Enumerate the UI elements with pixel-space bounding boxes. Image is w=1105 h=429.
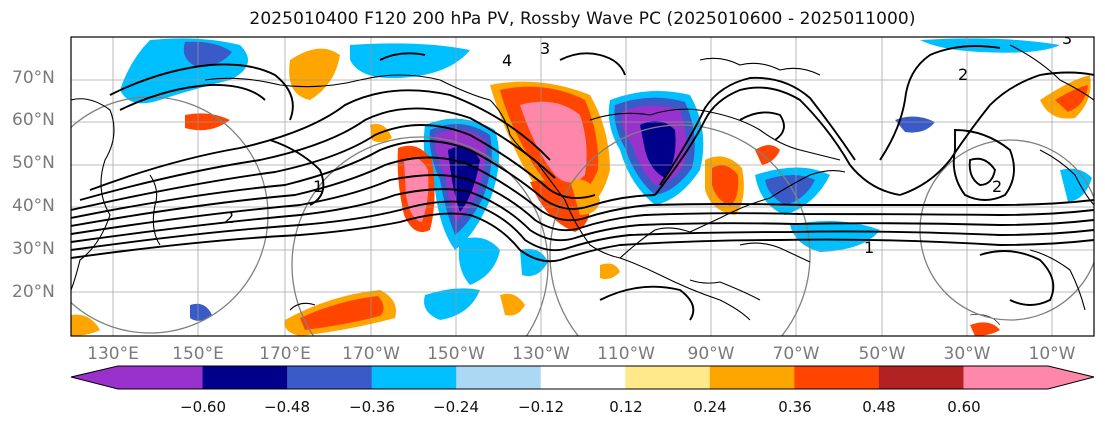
- longitude-label: 150°W: [427, 344, 485, 364]
- longitude-label: 170°W: [342, 344, 400, 364]
- colorbar-tick-label: −0.24: [433, 398, 479, 416]
- colorbar-tick-label: 0.48: [862, 398, 896, 416]
- colorbar-tick-label: −0.36: [349, 398, 395, 416]
- colorbar-tick-label: 0.60: [947, 398, 981, 416]
- longitude-label: 50°W: [858, 344, 906, 364]
- latitude-label: 60°N: [12, 110, 55, 130]
- contour-label: 2: [224, 208, 234, 227]
- longitude-label: 90°W: [687, 344, 735, 364]
- latitude-label: 20°N: [12, 282, 55, 302]
- longitude-label: 170°E: [259, 344, 311, 364]
- colorbar-tick-label: −0.60: [180, 398, 226, 416]
- map-title: 2025010400 F120 200 hPa PV, Rossby Wave …: [249, 9, 916, 29]
- colorbar-tick-label: −0.48: [264, 398, 310, 416]
- latitude-label: 70°N: [12, 68, 55, 88]
- contour-label: 3: [540, 39, 550, 58]
- map-frame: [70, 36, 1095, 337]
- contour-label: 4: [502, 51, 512, 70]
- reference-circles: [71, 96, 1094, 336]
- graticule: [71, 37, 1094, 336]
- contour-label: 1: [864, 238, 874, 257]
- contour-label: 3: [1062, 29, 1072, 48]
- latitude-label: 30°N: [12, 239, 55, 259]
- contour-label: 2: [992, 177, 1002, 196]
- latitude-label: 50°N: [12, 153, 55, 173]
- longitude-label: 150°E: [172, 344, 224, 364]
- contour-label: 2: [958, 65, 968, 84]
- colorbar-tick-label: −0.12: [518, 398, 564, 416]
- longitude-label: 130°E: [87, 344, 139, 364]
- longitude-label: 10°W: [1028, 344, 1076, 364]
- colorbar-tick-label: 0.36: [778, 398, 812, 416]
- longitude-label: 70°W: [772, 344, 820, 364]
- colorbar-tick-label: 0.12: [609, 398, 643, 416]
- contour-label: 1: [313, 177, 323, 196]
- longitude-label: 30°W: [943, 344, 991, 364]
- longitude-label: 110°W: [597, 344, 655, 364]
- pv-contours: [71, 45, 1094, 321]
- latitude-label: 40°N: [12, 196, 55, 216]
- contour-label-group: 4 3 2 1 2 1 2 3: [224, 29, 1072, 257]
- coastlines: [71, 44, 1094, 321]
- longitude-label: 130°W: [512, 344, 570, 364]
- colorbar-tick-label: 0.24: [693, 398, 727, 416]
